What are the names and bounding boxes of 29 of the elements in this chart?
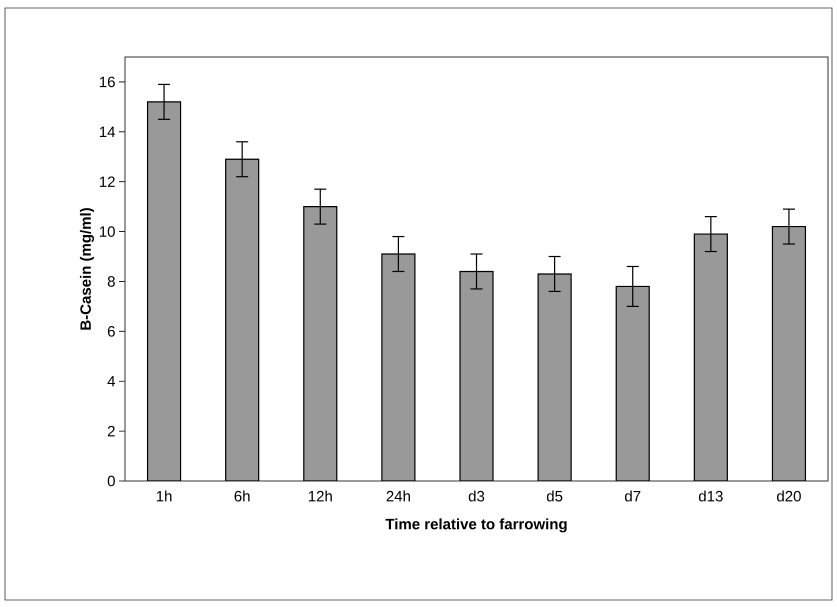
- y-tick-label: 6: [108, 326, 115, 337]
- x-tick-label: 24h: [386, 490, 410, 502]
- y-tick-label: 10: [100, 226, 115, 237]
- bar: [303, 206, 338, 481]
- y-tick-label: 0: [108, 476, 115, 486]
- bar: [538, 273, 572, 481]
- x-tick-label: d13: [698, 490, 723, 502]
- y-tick-label: 2: [108, 426, 115, 436]
- bar: [225, 158, 260, 481]
- bar: [694, 233, 728, 481]
- x-tick-label: d20: [777, 490, 801, 502]
- bar: [146, 101, 182, 481]
- y-tick-label: 4: [107, 376, 116, 386]
- x-tick-label: 6h: [234, 490, 250, 502]
- bar: [381, 253, 416, 481]
- x-tick-label: d5: [546, 490, 562, 502]
- y-tick-label: 12: [100, 176, 115, 187]
- x-axis-title: Time relative to farrowing: [386, 518, 567, 532]
- x-tick-label: 12h: [308, 490, 332, 502]
- x-tick-label: d7: [625, 490, 640, 502]
- y-tick-label: 8: [108, 276, 115, 287]
- y-axis-title: B-Casein (mg/ml): [80, 208, 94, 330]
- y-tick-label: 16: [100, 76, 115, 88]
- bar: [459, 270, 494, 481]
- x-tick-label: d3: [468, 490, 484, 502]
- bar: [616, 286, 650, 481]
- x-tick-label: 1h: [156, 490, 172, 502]
- bar: [772, 226, 806, 481]
- y-tick-label: 14: [100, 126, 116, 137]
